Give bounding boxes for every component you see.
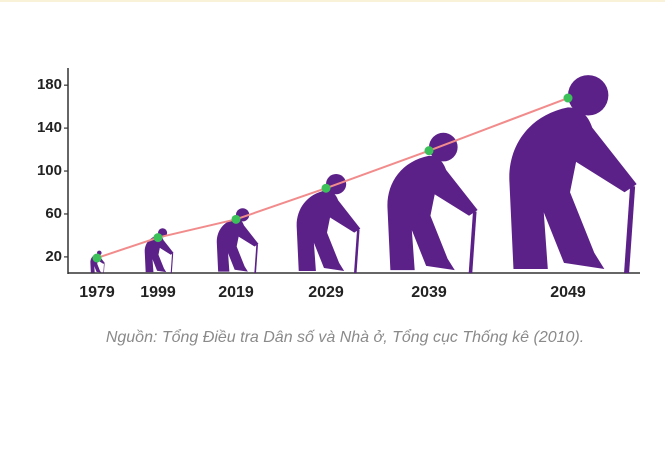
x-tick-label: 2029	[308, 284, 344, 301]
figure-cane	[468, 211, 477, 274]
y-tick-label: 140	[37, 119, 62, 136]
y-tick-label: 180	[37, 76, 62, 93]
figure-cane	[170, 253, 174, 274]
trend-line	[96, 97, 569, 259]
marker	[153, 233, 163, 243]
figure	[509, 75, 637, 274]
x-tick-label: 2039	[411, 284, 447, 301]
y-tick-label: 20	[45, 248, 62, 265]
x-tick-label: 1999	[140, 284, 176, 301]
marker	[563, 93, 573, 103]
figure-body	[296, 190, 361, 271]
y-tick-label: 60	[45, 205, 62, 222]
marker	[321, 183, 331, 193]
x-tick-label: 2019	[218, 284, 254, 301]
marker	[92, 253, 102, 263]
figure-cane	[254, 244, 258, 274]
figure-body	[387, 155, 478, 271]
figure-cane	[624, 185, 636, 274]
figure	[387, 132, 478, 274]
figure-body	[144, 235, 174, 273]
figure-head	[429, 132, 458, 162]
y-tick-label: 100	[37, 162, 62, 179]
figure-cane	[354, 229, 360, 274]
figure-body	[216, 218, 259, 272]
x-tick-label: 1979	[79, 284, 115, 301]
x-tick-label: 2049	[550, 284, 586, 301]
source-note: Nguồn: Tổng Điều tra Dân số và Nhà ở, Tổ…	[106, 328, 584, 346]
figure-body	[509, 107, 637, 269]
marker	[424, 146, 434, 156]
figure-head	[568, 75, 609, 116]
marker	[231, 214, 241, 224]
figure-cane	[103, 263, 105, 274]
